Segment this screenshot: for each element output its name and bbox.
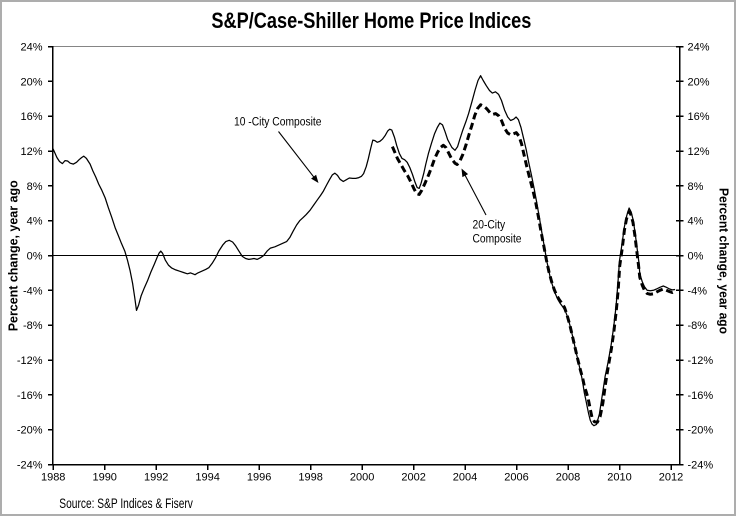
svg-text:-20%: -20%	[17, 425, 43, 437]
svg-text:10 -City Composite: 10 -City Composite	[234, 117, 322, 129]
svg-text:1988: 1988	[41, 472, 65, 484]
svg-text:-12%: -12%	[17, 355, 43, 367]
svg-text:-20%: -20%	[688, 425, 714, 437]
svg-text:0%: 0%	[688, 251, 704, 263]
svg-text:20-City: 20-City	[473, 220, 506, 232]
svg-text:-16%: -16%	[17, 390, 43, 402]
svg-text:-24%: -24%	[17, 460, 43, 472]
svg-text:2004: 2004	[453, 472, 477, 484]
svg-text:-8%: -8%	[688, 320, 708, 332]
svg-text:Source: S&P Indices & Fiserv: Source: S&P Indices & Fiserv	[59, 495, 193, 511]
svg-text:24%: 24%	[20, 42, 42, 54]
svg-text:-8%: -8%	[23, 320, 43, 332]
svg-text:2006: 2006	[504, 472, 528, 484]
svg-text:-16%: -16%	[688, 390, 714, 402]
svg-text:2008: 2008	[556, 472, 580, 484]
svg-text:-4%: -4%	[23, 285, 43, 297]
svg-text:1994: 1994	[195, 472, 219, 484]
svg-text:1990: 1990	[92, 472, 116, 484]
svg-text:12%: 12%	[688, 146, 710, 158]
svg-text:4%: 4%	[27, 216, 43, 228]
svg-text:Percent change, year ago: Percent change, year ago	[7, 180, 21, 331]
svg-text:S&P/Case-Shiller Home Price In: S&P/Case-Shiller Home Price Indices	[211, 8, 531, 33]
svg-text:2012: 2012	[659, 472, 683, 484]
svg-text:2000: 2000	[350, 472, 374, 484]
svg-text:2010: 2010	[607, 472, 631, 484]
svg-text:Percent change, year ago: Percent change, year ago	[717, 188, 731, 334]
svg-text:1998: 1998	[298, 472, 322, 484]
svg-text:1996: 1996	[247, 472, 271, 484]
svg-text:-12%: -12%	[688, 355, 714, 367]
svg-text:24%: 24%	[688, 42, 710, 54]
svg-text:16%: 16%	[688, 111, 710, 123]
svg-text:8%: 8%	[688, 181, 704, 193]
svg-text:20%: 20%	[688, 76, 710, 88]
svg-text:2002: 2002	[401, 472, 425, 484]
svg-text:16%: 16%	[20, 111, 42, 123]
svg-text:4%: 4%	[688, 216, 704, 228]
svg-text:8%: 8%	[27, 181, 43, 193]
svg-text:1992: 1992	[144, 472, 168, 484]
svg-text:20%: 20%	[20, 76, 42, 88]
svg-text:0%: 0%	[27, 251, 43, 263]
svg-text:-4%: -4%	[688, 285, 708, 297]
svg-text:-24%: -24%	[688, 460, 714, 472]
svg-text:Composite: Composite	[473, 234, 522, 246]
svg-text:12%: 12%	[20, 146, 42, 158]
